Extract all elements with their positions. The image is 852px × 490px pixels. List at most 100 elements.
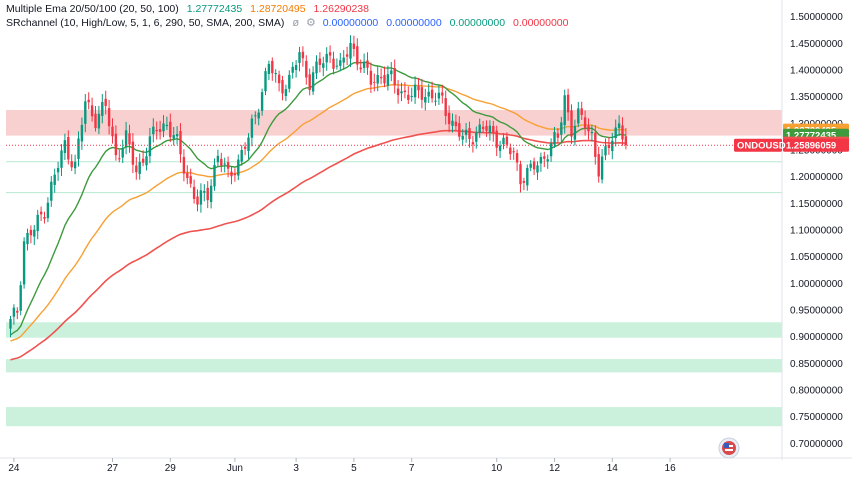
candle-body bbox=[563, 95, 566, 126]
candle-body bbox=[254, 115, 257, 117]
candle-body bbox=[9, 319, 12, 329]
candle-body bbox=[318, 58, 322, 65]
candle-body bbox=[97, 113, 101, 129]
sr-legend: SRchannel (10, High/Low, 5, 1, 6, 290, 5… bbox=[6, 16, 573, 29]
y-tick-label: 1.35000000 bbox=[790, 92, 843, 103]
candle-body bbox=[84, 101, 87, 124]
candle-body bbox=[172, 135, 175, 139]
gear-icon[interactable]: ⚙ bbox=[305, 17, 316, 29]
candle-body bbox=[19, 285, 22, 311]
candle-body bbox=[46, 202, 50, 219]
candle-body bbox=[505, 136, 509, 145]
symbol-tag: ONDOUSD bbox=[737, 141, 786, 152]
candle-body bbox=[121, 148, 124, 158]
candle-body bbox=[488, 125, 492, 133]
candle-body bbox=[60, 150, 63, 168]
candle-body bbox=[43, 216, 46, 219]
candle-body bbox=[203, 191, 206, 193]
candle-body bbox=[529, 163, 532, 168]
currency-flag-icon[interactable] bbox=[718, 437, 740, 459]
support-zone bbox=[6, 359, 782, 373]
candle-body bbox=[502, 137, 505, 145]
candle-body bbox=[148, 136, 152, 157]
candle-body bbox=[590, 131, 594, 134]
candle-body bbox=[315, 61, 318, 74]
candle-body bbox=[407, 94, 410, 100]
candle-body bbox=[291, 66, 294, 73]
candle-body bbox=[617, 123, 621, 129]
y-tick-label: 0.95000000 bbox=[790, 306, 843, 317]
candle-body bbox=[22, 241, 26, 285]
candle-body bbox=[522, 180, 526, 183]
candle-body bbox=[478, 124, 481, 133]
candle-body bbox=[274, 73, 277, 75]
candle-body bbox=[101, 101, 104, 116]
candle-body bbox=[206, 187, 209, 201]
candle-body bbox=[475, 132, 478, 142]
candle-body bbox=[539, 156, 543, 164]
symbol-tag-bg bbox=[734, 138, 782, 152]
ema20-legend-value: 1.27772435 bbox=[186, 3, 243, 15]
y-tick-label: 1.40000000 bbox=[790, 66, 843, 77]
candle-body bbox=[247, 137, 250, 152]
candle-body bbox=[342, 57, 345, 63]
candle-body bbox=[16, 310, 19, 313]
candle-body bbox=[243, 146, 247, 149]
candle-body bbox=[118, 158, 121, 160]
candle-body bbox=[451, 120, 454, 126]
candle-body bbox=[209, 185, 213, 203]
candle-body bbox=[498, 145, 502, 151]
ema100-line bbox=[10, 129, 626, 361]
ema-legend: Multiple Ema 20/50/100 (20, 50, 100) 1.2… bbox=[6, 3, 374, 15]
candle-body bbox=[444, 98, 447, 116]
resistance-zone bbox=[6, 110, 782, 136]
eye-slash-icon[interactable]: ø bbox=[292, 17, 300, 29]
candle-body bbox=[281, 80, 284, 94]
sr-value-1: 0.00000000 bbox=[322, 17, 379, 29]
candle-body bbox=[199, 190, 203, 205]
candle-body bbox=[570, 110, 573, 137]
candle-body bbox=[179, 131, 182, 155]
candle-body bbox=[135, 165, 138, 173]
x-tick-label: 5 bbox=[351, 463, 357, 474]
y-tick-label: 1.20000000 bbox=[790, 172, 843, 183]
candle-body bbox=[26, 232, 29, 245]
candle-body bbox=[532, 161, 536, 170]
candle-body bbox=[526, 167, 529, 186]
candle-body bbox=[298, 52, 301, 63]
candle-body bbox=[546, 159, 549, 162]
candle-body bbox=[104, 98, 107, 107]
candle-body bbox=[594, 132, 597, 157]
support-zone bbox=[6, 407, 782, 427]
y-tick-label: 1.50000000 bbox=[790, 12, 843, 23]
candle-body bbox=[485, 125, 488, 131]
candle-body bbox=[226, 162, 230, 169]
candle-body bbox=[611, 140, 614, 152]
x-tick-label: 24 bbox=[8, 463, 20, 474]
x-tick-label: 7 bbox=[409, 463, 415, 474]
candle-body bbox=[284, 89, 288, 97]
candle-body bbox=[233, 173, 237, 176]
candle-body bbox=[560, 122, 563, 135]
candle-body bbox=[362, 61, 366, 68]
x-tick-label: 29 bbox=[165, 463, 177, 474]
candle-body bbox=[311, 72, 315, 92]
y-tick-label: 0.90000000 bbox=[790, 332, 843, 343]
candle-body bbox=[301, 51, 305, 59]
candle-body bbox=[553, 132, 556, 145]
candle-body bbox=[277, 74, 281, 84]
y-tick-label: 1.45000000 bbox=[790, 39, 843, 50]
candle-body bbox=[519, 164, 522, 185]
candle-body bbox=[549, 143, 553, 157]
candle-body bbox=[308, 74, 311, 90]
candle-body bbox=[543, 156, 546, 159]
candle-body bbox=[141, 158, 145, 163]
y-tick-label: 0.85000000 bbox=[790, 359, 843, 370]
candle-body bbox=[577, 108, 580, 124]
candle-body bbox=[390, 70, 393, 75]
candle-body bbox=[566, 94, 570, 113]
candle-body bbox=[328, 52, 332, 56]
candle-body bbox=[413, 84, 417, 98]
